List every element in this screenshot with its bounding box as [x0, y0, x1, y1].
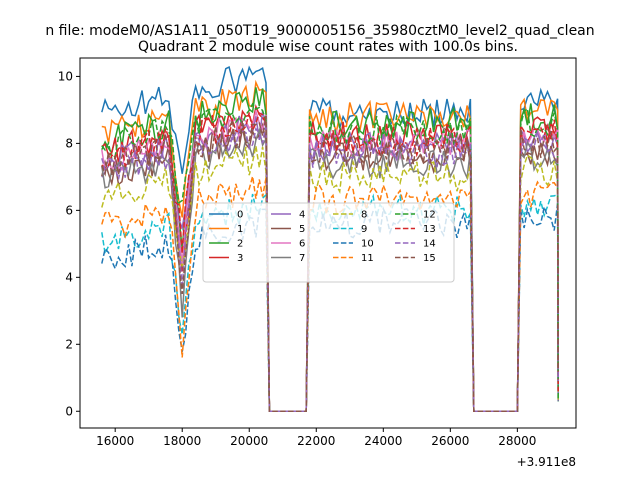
x-tick-label: 18000: [163, 434, 201, 448]
legend-box: [202, 202, 455, 283]
legend-label-4: 4: [299, 210, 305, 221]
y-tick-label: 4: [65, 270, 73, 284]
legend-label-2: 2: [237, 239, 243, 250]
legend-label-5: 5: [299, 224, 305, 235]
y-tick-label: 0: [65, 404, 73, 418]
x-tick-label: 26000: [431, 434, 469, 448]
legend-label-0: 0: [237, 210, 243, 221]
legend-label-9: 9: [361, 224, 367, 235]
y-tick-label: 2: [65, 337, 73, 351]
legend-label-10: 10: [361, 239, 374, 250]
plot-series-group: [101, 65, 559, 413]
legend-label-6: 6: [299, 239, 305, 250]
legend-label-8: 8: [361, 210, 367, 221]
x-offset-label: +3.911e8: [517, 455, 576, 469]
legend-label-15: 15: [423, 253, 436, 264]
series-line-15: [101, 115, 559, 413]
legend-label-13: 13: [423, 224, 436, 235]
legend-label-1: 1: [237, 224, 243, 235]
legend-label-3: 3: [237, 253, 243, 264]
x-tick-label: 20000: [230, 434, 268, 448]
y-axis: 0 2 4 6 8 10: [58, 69, 80, 418]
legend-label-7: 7: [299, 253, 305, 264]
y-tick-label: 10: [58, 69, 73, 83]
legend-label-12: 12: [423, 210, 436, 221]
legend-label-11: 11: [361, 253, 374, 264]
x-tick-label: 28000: [498, 434, 536, 448]
legend-label-14: 14: [423, 239, 436, 250]
y-tick-label: 8: [65, 136, 73, 150]
series-line-14: [101, 123, 559, 413]
plot-frame: [79, 57, 577, 429]
figure-suptitle: n file: modeM0/AS1A11_050T19_9000005156_…: [45, 23, 594, 39]
chart-title: Quadrant 2 module wise count rates with …: [138, 39, 518, 55]
x-tick-label: 24000: [364, 434, 402, 448]
x-tick-label: 16000: [96, 434, 134, 448]
y-tick-label: 6: [65, 203, 73, 217]
x-axis: 16000 18000 20000 22000 24000 26000 28000: [96, 428, 536, 448]
x-tick-label: 22000: [297, 434, 335, 448]
